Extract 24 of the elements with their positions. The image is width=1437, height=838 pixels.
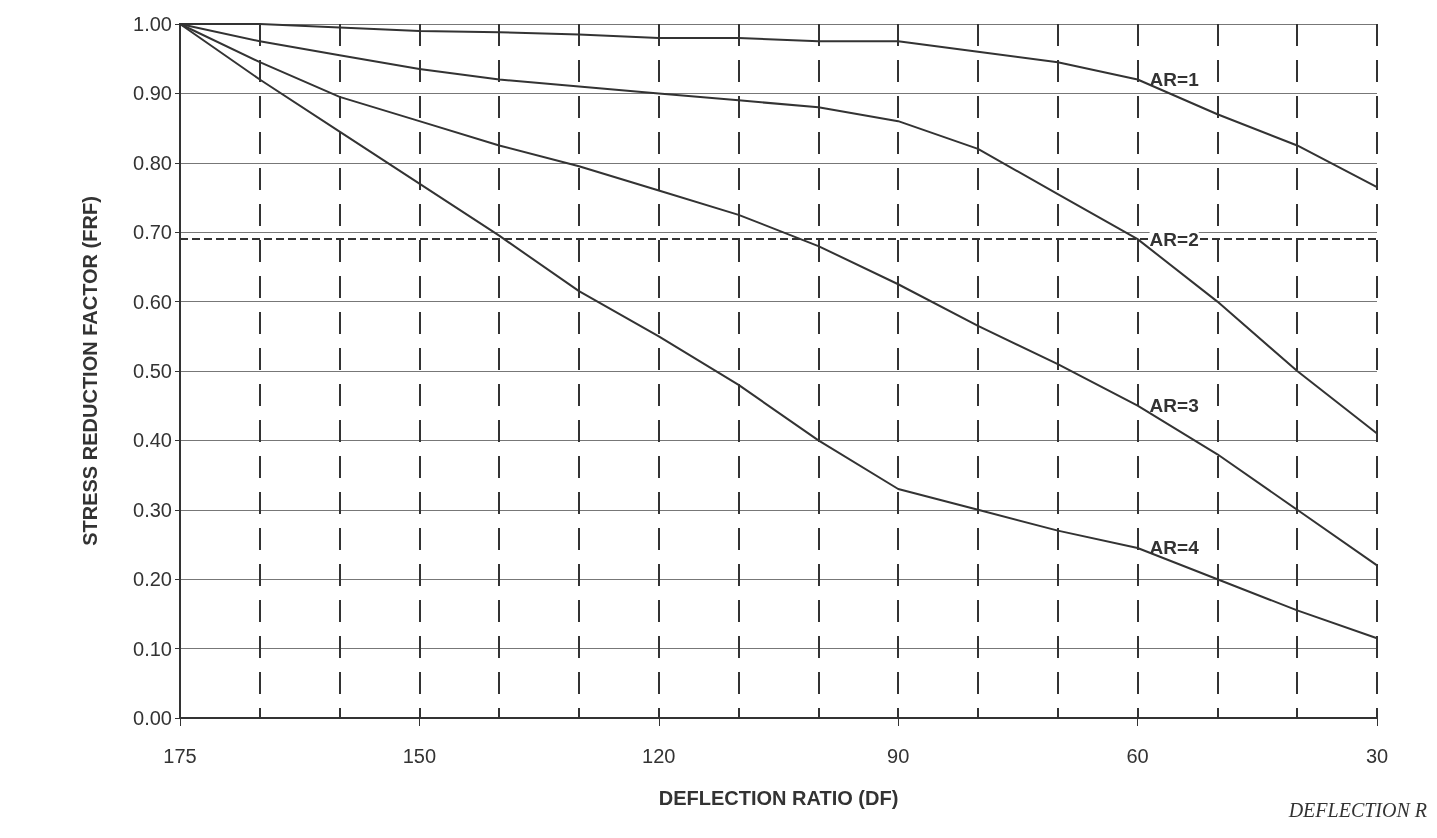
x-tick-label: 60 <box>1126 745 1149 767</box>
y-tick-label: 0.90 <box>133 82 172 105</box>
y-tick-label: 0.70 <box>133 221 172 244</box>
x-tick-label: 150 <box>402 745 437 767</box>
x-axis-title: DEFLECTION RATIO (DF) <box>658 787 899 809</box>
annotation: AR=2 <box>1149 228 1199 250</box>
x-tick-label: 30 <box>1365 745 1389 767</box>
y-tick-label: 0.60 <box>133 290 172 313</box>
text: DEFLECTION R <box>1287 799 1427 821</box>
x-tick-label: 175 <box>163 745 197 767</box>
y-axis-title: STRESS REDUCTION FACTOR (FRF) <box>79 196 101 546</box>
y-tick-label: 0.10 <box>133 637 172 660</box>
annotation: AR=4 <box>1149 537 1200 559</box>
x-tick-label: 120 <box>642 745 676 767</box>
x-tick-label: 90 <box>887 745 910 767</box>
y-tick-label: 0.20 <box>133 568 172 591</box>
annotation: AR=1 <box>1149 69 1200 91</box>
y-tick-label: 0.40 <box>133 429 172 452</box>
y-tick-label: 0.00 <box>133 707 172 729</box>
y-tick-label: 0.30 <box>133 498 172 521</box>
y-tick-label: 0.50 <box>133 360 172 382</box>
y-tick-label: 1.00 <box>133 13 172 35</box>
annotation: AR=3 <box>1149 395 1199 417</box>
y-tick-label: 0.80 <box>133 151 172 174</box>
